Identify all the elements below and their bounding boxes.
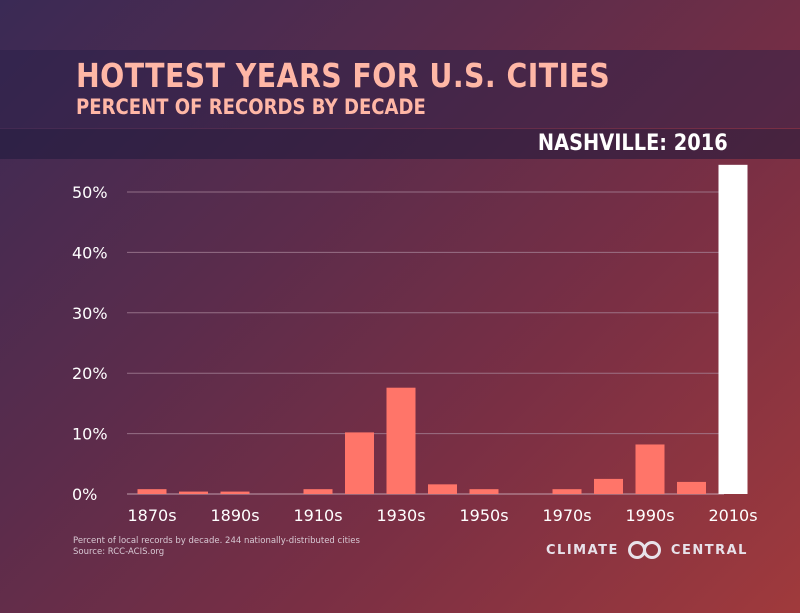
climate-central-logo: CLIMATE CENTRAL: [546, 540, 748, 560]
logo-text-central: CENTRAL: [670, 542, 748, 558]
climate-central-logo-icon: [627, 541, 661, 559]
x-tick-label: 1930s: [376, 506, 425, 525]
y-tick-label: 0%: [72, 485, 97, 504]
y-tick-label: 50%: [72, 183, 108, 202]
bar-1930s: [386, 387, 416, 494]
x-tick-label: 1890s: [210, 506, 259, 525]
bar-1880s: [179, 491, 208, 494]
logo-text-climate: CLIMATE: [546, 542, 619, 558]
city-band: [0, 129, 800, 159]
x-tick-label: 1990s: [625, 506, 674, 525]
x-tick-label: 1910s: [293, 506, 342, 525]
bar-1910s: [303, 489, 333, 494]
x-tick-label: 1970s: [542, 506, 591, 525]
x-tick-label: 1870s: [127, 506, 176, 525]
x-tick-label: 2010s: [708, 506, 757, 525]
city-label: NASHVILLE: 2016: [538, 131, 728, 156]
bar-1870s: [137, 489, 167, 494]
bar-1970s: [552, 489, 582, 494]
bar-1990s: [635, 444, 665, 494]
y-tick-label: 10%: [72, 425, 108, 444]
bar-2010s: [718, 164, 748, 494]
bar-2000s: [677, 481, 706, 494]
x-tick-label: 1950s: [459, 506, 508, 525]
footnote: Percent of local records by decade. 244 …: [73, 536, 360, 558]
bar-1920s: [345, 432, 374, 494]
y-tick-label: 30%: [72, 304, 108, 323]
bar-1940s: [428, 484, 457, 494]
y-tick-label: 40%: [72, 243, 108, 262]
chart-title: HOTTEST YEARS FOR U.S. CITIES: [76, 56, 611, 95]
footnote-description: Percent of local records by decade. 244 …: [73, 536, 360, 546]
chart-subtitle: PERCENT OF RECORDS BY DECADE: [76, 95, 426, 119]
bar-1980s: [594, 478, 623, 494]
y-tick-label: 20%: [72, 364, 108, 383]
footnote-source: Source: RCC-ACIS.org: [73, 547, 165, 557]
bar-1950s: [469, 489, 499, 494]
title-band: [0, 50, 800, 128]
bar-1890s: [220, 491, 250, 494]
